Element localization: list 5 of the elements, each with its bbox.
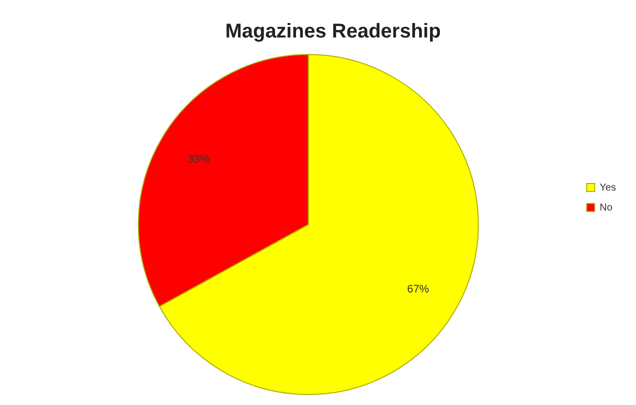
legend-label: No <box>600 202 613 214</box>
chart-title: Magazines Readership <box>225 20 441 43</box>
data-label: 33% <box>188 154 210 166</box>
legend-label: Yes <box>600 182 616 194</box>
data-label: 67% <box>407 283 430 296</box>
